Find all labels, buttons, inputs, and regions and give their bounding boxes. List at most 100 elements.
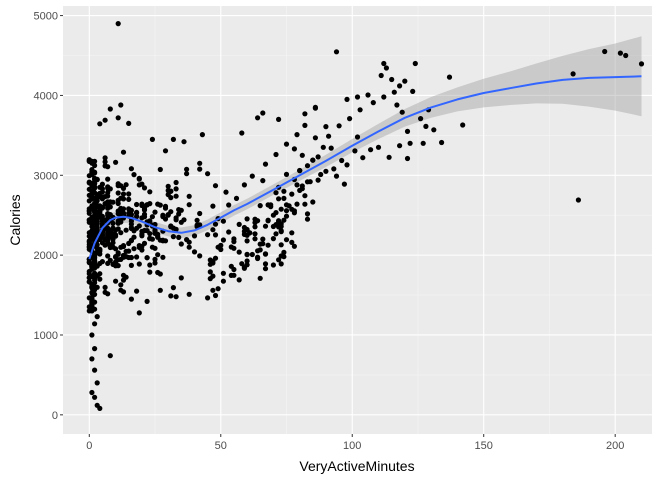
data-point bbox=[397, 83, 403, 89]
data-point bbox=[278, 206, 284, 212]
data-point bbox=[365, 92, 371, 98]
data-point bbox=[446, 74, 453, 80]
data-point bbox=[102, 289, 108, 295]
data-point bbox=[147, 218, 153, 224]
data-point bbox=[270, 262, 276, 268]
data-point bbox=[136, 310, 142, 316]
data-point bbox=[86, 217, 92, 223]
data-point bbox=[128, 262, 134, 268]
data-point bbox=[210, 273, 216, 279]
data-point bbox=[212, 292, 219, 299]
data-point bbox=[294, 182, 300, 188]
data-point bbox=[407, 140, 413, 146]
data-point bbox=[139, 233, 145, 239]
data-point bbox=[141, 185, 148, 191]
data-point bbox=[92, 184, 98, 190]
data-point bbox=[262, 261, 269, 267]
data-point bbox=[162, 205, 169, 211]
data-point bbox=[128, 166, 134, 172]
data-point bbox=[165, 183, 171, 189]
data-point bbox=[281, 217, 287, 223]
data-point bbox=[105, 225, 111, 231]
data-point bbox=[176, 211, 182, 217]
data-point bbox=[147, 189, 153, 195]
data-point bbox=[173, 215, 179, 221]
data-point bbox=[278, 261, 284, 267]
data-point bbox=[418, 116, 424, 122]
data-point bbox=[186, 244, 192, 250]
data-point bbox=[278, 253, 284, 259]
data-point bbox=[252, 236, 258, 242]
data-point bbox=[128, 221, 134, 227]
data-point bbox=[186, 202, 192, 208]
data-point bbox=[120, 243, 127, 249]
data-point bbox=[331, 166, 337, 172]
data-point bbox=[389, 76, 395, 83]
data-point bbox=[210, 260, 216, 266]
data-point bbox=[173, 226, 179, 232]
data-point bbox=[623, 52, 629, 59]
data-point bbox=[86, 268, 92, 275]
data-point bbox=[89, 332, 95, 338]
data-point bbox=[131, 172, 137, 178]
data-point bbox=[420, 140, 426, 146]
data-point bbox=[126, 196, 132, 202]
data-point bbox=[236, 221, 242, 227]
data-point bbox=[249, 173, 255, 179]
data-point bbox=[320, 144, 326, 150]
smooth-line-layer bbox=[88, 75, 642, 260]
data-point bbox=[260, 178, 266, 184]
data-point bbox=[431, 127, 437, 133]
y-tick-label: 2000 bbox=[34, 250, 58, 262]
data-point bbox=[270, 236, 276, 242]
data-point bbox=[394, 102, 400, 108]
data-point bbox=[113, 159, 119, 165]
data-point bbox=[92, 233, 98, 239]
data-point bbox=[333, 173, 340, 179]
data-point bbox=[273, 190, 279, 196]
data-point bbox=[215, 286, 221, 292]
data-point bbox=[205, 295, 211, 301]
data-point bbox=[186, 193, 192, 199]
data-point bbox=[244, 262, 250, 268]
data-point bbox=[113, 259, 119, 265]
data-point bbox=[170, 234, 176, 240]
data-point bbox=[404, 155, 411, 162]
data-point bbox=[102, 242, 108, 248]
data-point bbox=[244, 252, 250, 258]
data-point bbox=[181, 217, 187, 223]
data-point bbox=[134, 254, 140, 260]
data-point bbox=[110, 240, 116, 246]
data-point bbox=[97, 248, 103, 254]
data-point bbox=[105, 205, 111, 211]
data-point bbox=[92, 207, 98, 213]
data-point bbox=[102, 201, 108, 207]
grid-minor bbox=[63, 6, 652, 434]
data-point bbox=[265, 242, 271, 248]
data-point bbox=[252, 231, 258, 237]
data-point bbox=[99, 194, 105, 200]
data-point bbox=[402, 78, 408, 84]
data-point bbox=[105, 237, 111, 243]
data-point bbox=[315, 177, 321, 183]
data-point bbox=[160, 237, 166, 243]
data-point bbox=[381, 60, 387, 67]
data-point bbox=[228, 272, 234, 278]
data-point bbox=[94, 263, 100, 269]
data-point bbox=[115, 190, 121, 196]
data-point bbox=[134, 209, 140, 215]
data-point bbox=[439, 139, 445, 146]
y-tick-label: 0 bbox=[52, 410, 58, 422]
data-point bbox=[89, 284, 95, 290]
data-point bbox=[291, 146, 297, 152]
data-point bbox=[86, 275, 92, 281]
data-point bbox=[120, 277, 127, 283]
data-point bbox=[86, 158, 92, 164]
data-point bbox=[312, 135, 318, 141]
data-point bbox=[262, 223, 269, 229]
data-point bbox=[212, 232, 219, 238]
y-tick-label: 5000 bbox=[34, 11, 58, 23]
data-point bbox=[94, 273, 100, 279]
data-point bbox=[265, 202, 271, 208]
